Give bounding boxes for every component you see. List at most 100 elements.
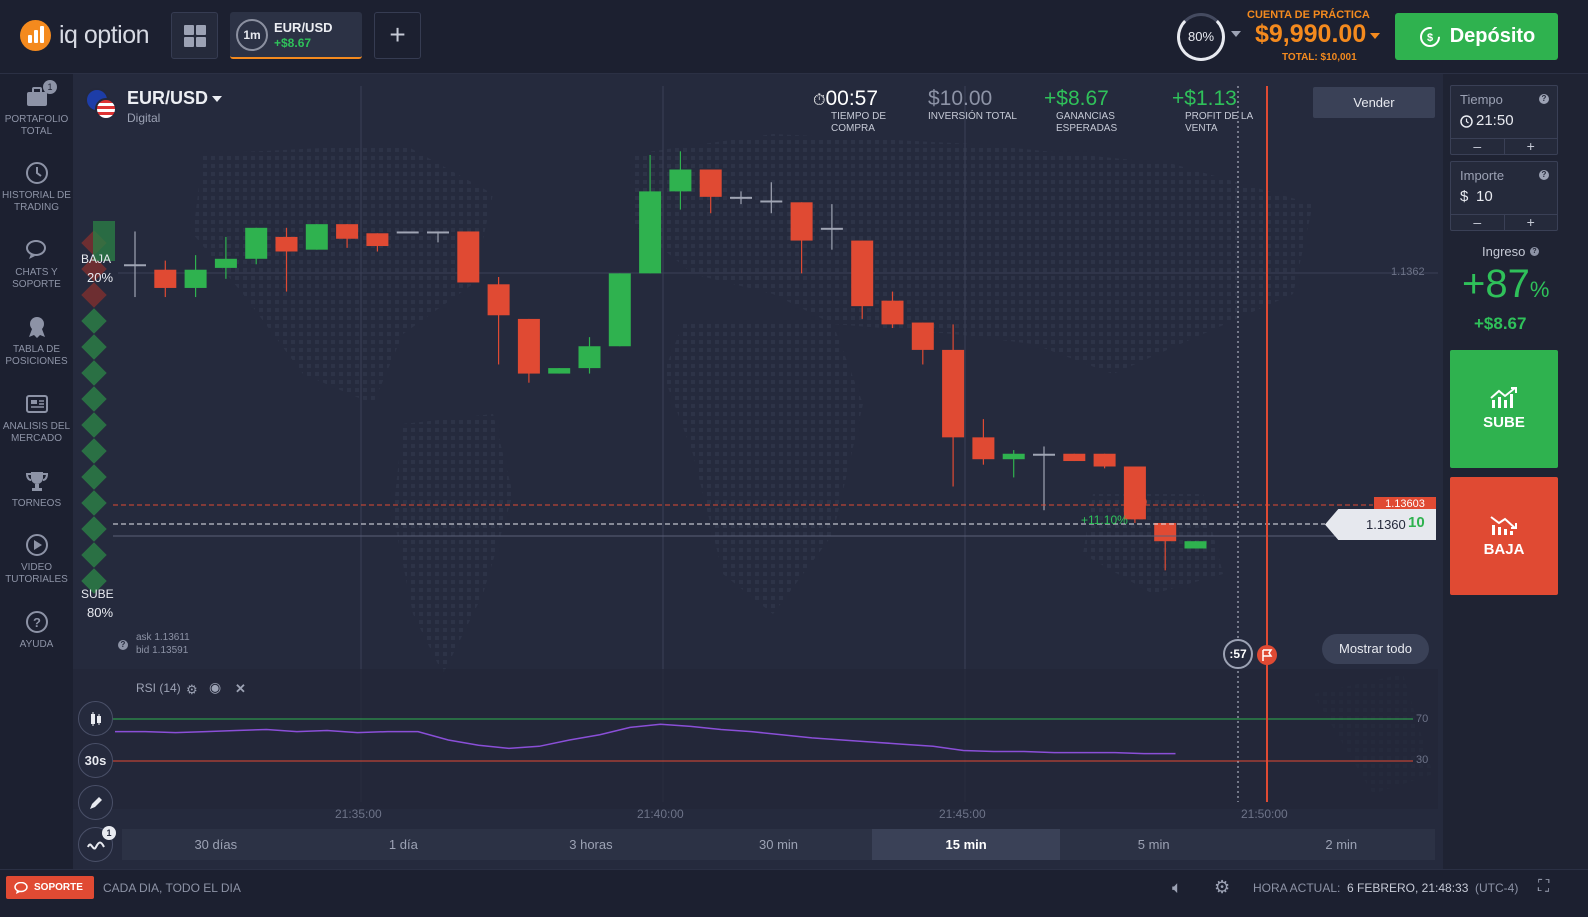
- income-help-icon[interactable]: ?: [1530, 247, 1539, 256]
- expected-profit: +$8.67 GANANCIAS ESPERADAS: [1044, 87, 1126, 135]
- deposit-button[interactable]: $ Depósito: [1395, 13, 1558, 60]
- logo-text: iq option: [59, 21, 150, 49]
- show-all-button[interactable]: Mostrar todo: [1322, 634, 1429, 664]
- amount-increase-button[interactable]: +: [1503, 215, 1558, 230]
- candle-body: [820, 227, 843, 230]
- sentiment-chevron: [81, 308, 107, 334]
- bid-quote: bid 1.13591: [136, 645, 189, 656]
- time-decrease-button[interactable]: –: [1473, 138, 1482, 154]
- sentiment-up-pct: 80%: [87, 605, 114, 620]
- candle-body: [1093, 453, 1116, 467]
- timeframe-option[interactable]: 30 min: [759, 837, 799, 852]
- asset-tab-eurusd[interactable]: 1m EUR/USD +$8.67: [230, 12, 362, 59]
- pencil-icon: [89, 797, 102, 809]
- price-chart[interactable]: [73, 74, 1443, 869]
- settings-gear-icon[interactable]: ⚙: [1214, 877, 1231, 897]
- amount-decrease-button[interactable]: –: [1473, 214, 1482, 230]
- candle-body: [911, 322, 934, 350]
- account-chevron-down-icon[interactable]: [1370, 33, 1380, 39]
- candle-body: [972, 437, 995, 460]
- sidebar-item-video-tutorials[interactable]: VIDEO TUTORIALES: [0, 532, 73, 586]
- fullscreen-icon[interactable]: ⛶: [1538, 878, 1550, 895]
- portfolio-badge: 1: [43, 80, 57, 94]
- briefcase-icon: [26, 87, 47, 106]
- chart-type-candles-button[interactable]: [78, 701, 113, 736]
- amount-value[interactable]: 10: [1476, 188, 1493, 205]
- asset-name[interactable]: EUR/USD: [127, 88, 209, 108]
- asset-chevron-down-icon[interactable]: [212, 96, 222, 102]
- candle-body: [1184, 541, 1207, 549]
- timeframe-option-active[interactable]: 15 min: [872, 829, 1060, 860]
- account-balance[interactable]: $9,990.00: [1255, 20, 1367, 48]
- play-icon: [25, 534, 48, 556]
- sound-icon[interactable]: 🔈︎: [1172, 878, 1183, 897]
- rsi-visibility-eye-icon[interactable]: ◉: [209, 679, 222, 695]
- sidebar-item-label: CHATS Y SOPORTE: [12, 267, 61, 290]
- sidebar-item-history[interactable]: HISTORIAL DE TRADING: [0, 160, 73, 214]
- timeframe-option[interactable]: 5 min: [1137, 837, 1170, 852]
- current-time-label: HORA ACTUAL:: [1253, 881, 1341, 895]
- rsi-lower-level-label: 30: [1416, 754, 1429, 766]
- timeframe-option[interactable]: 2 min: [1325, 837, 1358, 852]
- timeframe-option[interactable]: 30 días: [194, 837, 238, 852]
- deal-percent-label: +11.10%: [1081, 513, 1128, 527]
- amount-help-icon[interactable]: ?: [1539, 170, 1549, 180]
- rsi-settings-gear-icon[interactable]: ⚙: [186, 682, 198, 697]
- quotes-help-icon[interactable]: ?: [118, 640, 128, 650]
- timeframe-option[interactable]: 1 día: [388, 837, 418, 852]
- timeframe-option[interactable]: 3 horas: [569, 837, 613, 852]
- current-price-tag: 1.1360 10: [1325, 509, 1436, 540]
- amount-field[interactable]: Importe ? $ 10 – +: [1450, 161, 1558, 231]
- logo[interactable]: iq option: [20, 20, 150, 51]
- left-sidebar: 1 PORTAFOLIO TOTAL HISTORIAL DE TRADING …: [0, 74, 73, 869]
- add-asset-tab-button[interactable]: +: [374, 12, 421, 59]
- sale-profit: +$1.13 PROFIT DE LA VENTA: [1172, 87, 1255, 135]
- sidebar-item-label: HISTORIAL DE TRADING: [2, 190, 71, 213]
- expiry-time-field[interactable]: Tiempo ? 21:50 – +: [1450, 85, 1558, 155]
- chart-area[interactable]: EUR/USD Digital BAJA 20% SUBE 80% ⏱00:57…: [73, 74, 1443, 869]
- indicators-button[interactable]: 1: [78, 826, 116, 862]
- candle-body: [184, 269, 207, 288]
- expiry-time-value[interactable]: 21:50: [1476, 112, 1514, 129]
- time-increase-button[interactable]: +: [1503, 139, 1558, 154]
- sidebar-item-label: VIDEO TUTORIALES: [5, 562, 68, 585]
- deal-entry-marker: [1135, 496, 1147, 508]
- sidebar-item-label: AYUDA: [19, 639, 54, 650]
- sentiment-chevron: [81, 412, 107, 438]
- sidebar-item-market-analysis[interactable]: ANALISIS DEL MERCADO: [0, 391, 73, 445]
- candle-body: [427, 231, 449, 234]
- rsi-remove-close-icon[interactable]: ✕: [235, 681, 246, 696]
- purchase-timer: ⏱00:57 TIEMPO DE COMPRA: [813, 87, 891, 135]
- sidebar-item-tournaments[interactable]: TORNEOS: [0, 468, 73, 510]
- expiry-help-icon[interactable]: ?: [1539, 94, 1549, 104]
- profitability-gauge[interactable]: 80%: [1177, 13, 1225, 61]
- candle-body: [245, 227, 268, 259]
- candle-body: [517, 318, 540, 374]
- put-down-button[interactable]: BAJA: [1450, 477, 1558, 595]
- sidebar-item-label: ANALISIS DEL MERCADO: [2, 421, 71, 444]
- svg-text:$: $: [1427, 32, 1433, 44]
- sidebar-item-leaderboard[interactable]: TABLA DE POSICIONES: [0, 314, 73, 368]
- all-assets-grid-button[interactable]: [171, 12, 218, 59]
- help-icon: ?: [25, 611, 48, 633]
- sidebar-item-label: TABLA DE POSICIONES: [5, 344, 68, 367]
- stopwatch-icon: ⏱: [813, 92, 826, 109]
- sidebar-item-help[interactable]: ? AYUDA: [0, 609, 73, 651]
- sentiment-chevron: [81, 438, 107, 464]
- support-button[interactable]: SOPORTE: [6, 876, 94, 899]
- candle-body: [275, 236, 298, 252]
- drawing-tools-button[interactable]: [78, 785, 113, 820]
- candle-body: [1002, 453, 1025, 460]
- strike-price-label: 1.13603: [1374, 497, 1436, 512]
- interval-button[interactable]: 30s: [78, 743, 113, 778]
- timeframe-badge: 1m: [236, 19, 268, 51]
- call-up-label: SUBE: [1483, 414, 1525, 431]
- total-investment: $10.00 INVERSIÓN TOTAL: [928, 87, 1017, 123]
- sell-button[interactable]: Vender: [1313, 87, 1435, 118]
- sidebar-item-chat[interactable]: CHATS Y SOPORTE: [0, 237, 73, 291]
- sidebar-item-portfolio[interactable]: 1 PORTAFOLIO TOTAL: [0, 80, 73, 138]
- candle-body: [396, 231, 419, 234]
- call-up-button[interactable]: SUBE: [1450, 350, 1558, 468]
- chevron-down-icon[interactable]: [1231, 31, 1241, 37]
- time-axis-label: 21:45:00: [939, 807, 986, 821]
